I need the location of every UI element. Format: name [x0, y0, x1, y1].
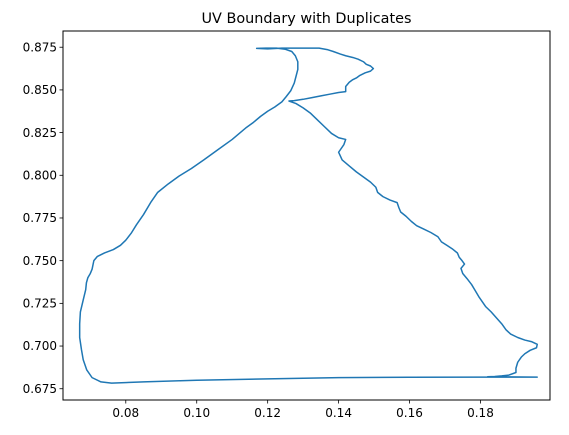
chart-title: UV Boundary with Duplicates: [202, 11, 412, 27]
y-tick-label: 0.750: [23, 254, 57, 268]
x-axis: 0.08 0.10 0.12 0.14 0.16 0.18: [112, 400, 494, 420]
x-tick-label: 0.14: [325, 406, 352, 420]
y-tick-label: 0.800: [23, 168, 57, 182]
axes-frame: [62, 30, 551, 401]
x-tick-label: 0.18: [467, 406, 494, 420]
series-layer: [78, 47, 538, 384]
y-tick-label: 0.675: [23, 382, 57, 396]
x-tick-label: 0.16: [396, 406, 423, 420]
y-tick-label: 0.875: [23, 40, 57, 54]
y-tick-label: 0.700: [23, 339, 57, 353]
x-tick-label: 0.08: [112, 406, 139, 420]
y-axis: 0.675 0.700 0.725 0.750 0.775 0.800 0.825 0.850…: [23, 40, 63, 396]
y-tick-label: 0.725: [23, 297, 57, 311]
y-tick-label: 0.850: [23, 83, 57, 97]
y-tick-label: 0.825: [23, 126, 57, 140]
x-tick-label: 0.12: [254, 406, 281, 420]
x-tick-label: 0.10: [183, 406, 210, 420]
y-tick-label: 0.775: [23, 211, 57, 225]
plot-area: [62, 30, 551, 401]
series-line: [78, 47, 538, 384]
